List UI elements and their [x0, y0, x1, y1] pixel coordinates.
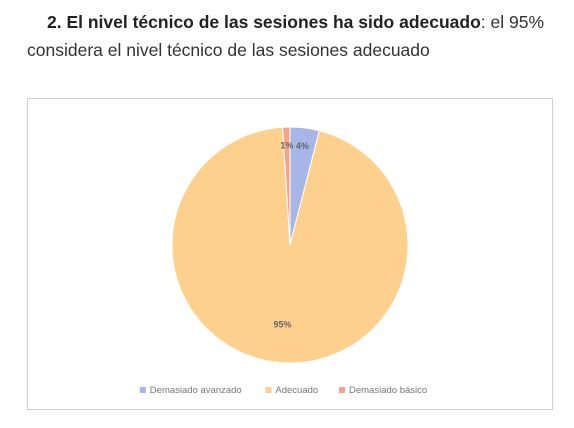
data-label: 4%	[296, 141, 309, 151]
heading-bold: 2. El nivel técnico de las sesiones ha s…	[47, 12, 481, 32]
heading-text: : el 95% considera el nivel técnico de l…	[27, 12, 545, 60]
heading: 2. El nivel técnico de las sesiones ha s…	[27, 8, 562, 64]
pie-slice	[171, 126, 409, 364]
legend-label: Demasiado básico	[349, 385, 427, 396]
legend-swatch	[265, 387, 272, 393]
legend-label: Demasiado avanzado	[150, 385, 242, 396]
chart-frame	[27, 98, 553, 410]
legend-swatch	[339, 387, 345, 393]
pie-slice	[282, 126, 291, 246]
legend-swatch	[139, 387, 146, 393]
data-label: 1%	[280, 140, 293, 150]
data-label: 95%	[273, 319, 291, 329]
legend-label: Adecuado	[275, 385, 318, 396]
